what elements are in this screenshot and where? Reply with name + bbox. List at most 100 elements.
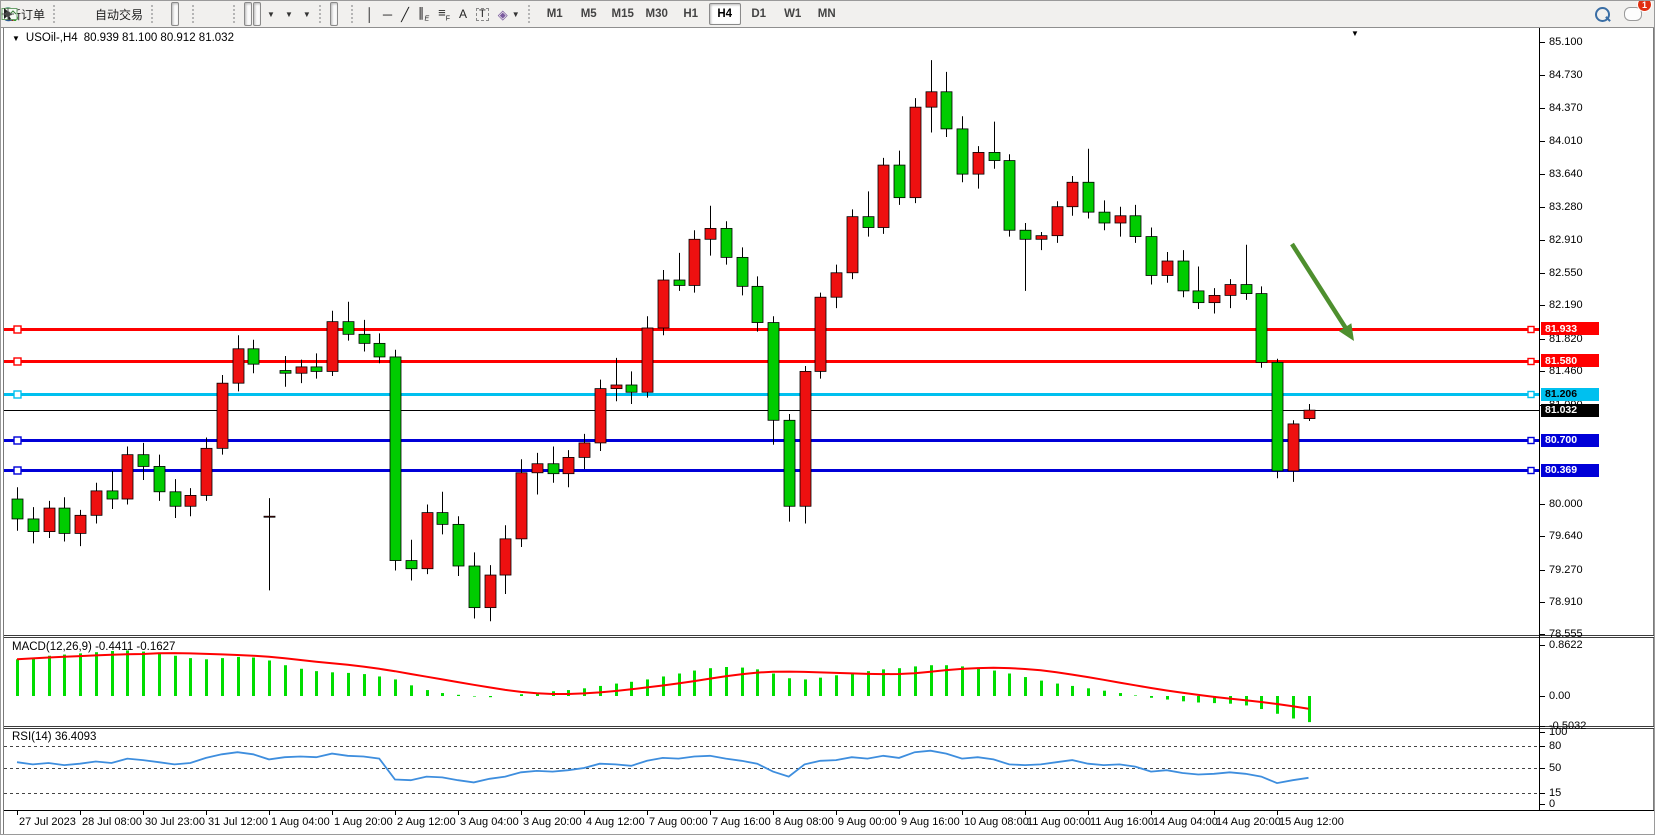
hline-handle[interactable] [1527, 390, 1535, 399]
timeframe-button-m30[interactable]: M30 [645, 8, 668, 20]
candle-bear [27, 518, 40, 533]
periods-button[interactable]: ▼ [1, 2, 297, 26]
pane-separator[interactable] [4, 726, 1654, 729]
chart-shift-button[interactable] [2, 2, 262, 26]
candle-bull [326, 321, 339, 372]
templates-button[interactable]: ▼ [1, 2, 315, 26]
hline-handle[interactable] [1527, 357, 1535, 366]
timeframe-button-m15[interactable]: M15 [611, 8, 634, 20]
chart-shift-marker[interactable]: ▼ [1351, 29, 1359, 38]
time-axis-tick [395, 811, 396, 815]
timeframe-button-h1[interactable]: H1 [683, 8, 699, 20]
candle-bull [704, 228, 717, 240]
trendline-tool-button[interactable]: ╱ [397, 2, 413, 26]
candle-bear [1082, 181, 1095, 213]
time-axis-label: 14 Aug 20:00 [1216, 816, 1281, 828]
zoom-in-button[interactable] [1, 2, 211, 26]
time-axis-tick [962, 811, 963, 815]
vertical-line-tool-button[interactable]: │ [362, 2, 378, 26]
time-axis-label: 7 Aug 00:00 [649, 816, 708, 828]
time-axis-label: 31 Jul 12:00 [208, 816, 268, 828]
shapes-icon: ◈ [497, 6, 508, 22]
fibonacci-tool-button[interactable]: ≡F [434, 2, 454, 26]
candle-bull [1224, 284, 1237, 296]
candle-bull [263, 515, 276, 518]
rsi-axis-tick [1540, 768, 1545, 769]
crosshair-tool-button[interactable] [2, 2, 347, 26]
indicators-button[interactable]: ▼ [2, 2, 279, 26]
time-axis-label: 11 Aug 16:00 [1090, 816, 1155, 828]
chart-title: ▼ USOil-,H4 80.939 81.100 80.912 81.032 [12, 32, 234, 44]
candle-bear [1255, 293, 1268, 363]
candle-bear [767, 322, 780, 421]
rsi-axis-tick [1540, 732, 1545, 733]
notifications-button[interactable]: 1 [1620, 1, 1652, 26]
hline-handle[interactable] [13, 325, 22, 334]
price-axis-label: 81.460 [1549, 365, 1583, 378]
new-order-label: 新订单 [9, 7, 46, 22]
toolbar-right: 1 [1591, 1, 1652, 26]
candle-bear [1145, 236, 1158, 276]
hline-handle[interactable] [13, 357, 22, 366]
toolbar-grip [233, 5, 240, 23]
bar-chart-mode-button[interactable] [2, 2, 170, 26]
candlestick-mode-button[interactable] [2, 2, 180, 26]
annotation-arrow-shaft[interactable] [1290, 242, 1351, 334]
channel-tool-button[interactable]: ∥E [414, 2, 433, 26]
auto-scroll-button[interactable] [2, 2, 253, 26]
price-axis-label: 78.555 [1549, 628, 1583, 641]
time-axis-label: 3 Aug 04:00 [460, 816, 519, 828]
timeframe-button-d1[interactable]: D1 [751, 8, 767, 20]
timeframe-button-m5[interactable]: M5 [580, 8, 597, 20]
timeframe-button-mn[interactable]: MN [817, 8, 836, 20]
horizontal-line-tool-button[interactable]: ─ [379, 2, 396, 26]
annotation-arrow-head[interactable] [1338, 323, 1354, 341]
hline-handle[interactable] [1527, 325, 1535, 334]
candle-bull [578, 442, 591, 458]
toolbar-grip [318, 5, 326, 23]
candle-bull [688, 238, 701, 286]
candle-bear [783, 419, 796, 507]
candle-bull [799, 371, 812, 507]
zoom-out-button[interactable] [1, 2, 220, 26]
arrows-tool-button[interactable]: ◈ ▼ [494, 2, 524, 26]
line-chart-mode-button[interactable] [1, 2, 188, 26]
hline-handle[interactable] [13, 466, 22, 475]
candle-bear [137, 454, 150, 467]
timeframe-button-m1[interactable]: M1 [546, 8, 563, 20]
search-button[interactable] [1591, 2, 1614, 26]
chart-window: ▼ USOil-,H4 80.939 81.100 80.912 81.032 … [3, 28, 1654, 834]
text-label-tool-button[interactable]: T [472, 2, 493, 26]
candle-bear [389, 356, 402, 561]
candle-bear [1003, 160, 1016, 231]
tile-windows-button[interactable] [2, 2, 229, 26]
price-axis-tick [1540, 602, 1545, 604]
candle-bear [673, 279, 686, 286]
crosshair-icon [2, 8, 14, 20]
price-axis[interactable]: 85.100 84.730 84.370 84.010 83.640 83.280 82.9… [1539, 28, 1654, 834]
candle-bull [925, 91, 938, 108]
charts-profile-button[interactable] [1, 2, 81, 26]
candle-bear [310, 366, 323, 372]
hline-handle[interactable] [13, 390, 22, 399]
timeframe-button-h4[interactable]: H4 [708, 3, 741, 25]
candle-bear [58, 507, 71, 534]
cursor-tool-button[interactable] [4, 2, 338, 26]
collapse-triangle-icon[interactable]: ▼ [12, 33, 20, 43]
candle-bull [1051, 206, 1064, 237]
candle-bear [247, 348, 260, 365]
pane-separator[interactable] [4, 635, 1654, 638]
price-marker-support: 80.700 [1541, 433, 1599, 447]
price-axis-tick [1540, 569, 1545, 571]
hline-handle[interactable] [13, 436, 22, 445]
time-axis[interactable]: 27 Jul 2023 28 Jul 08:00 30 Jul 23:00 31 Ju… [4, 810, 1654, 834]
auto-trading-button[interactable]: 自动交易 [2, 2, 147, 26]
macd-axis-label: -0.5032 [1549, 719, 1587, 732]
rsi-axis-label: 100 [1549, 726, 1568, 738]
timeframe-button-w1[interactable]: W1 [784, 8, 802, 20]
signals-button[interactable] [1, 2, 90, 26]
depth-of-market-button[interactable] [2, 2, 72, 26]
hline-handle[interactable] [1527, 466, 1535, 475]
hline-handle[interactable] [1527, 436, 1535, 445]
text-tool-button[interactable]: A [455, 2, 471, 26]
